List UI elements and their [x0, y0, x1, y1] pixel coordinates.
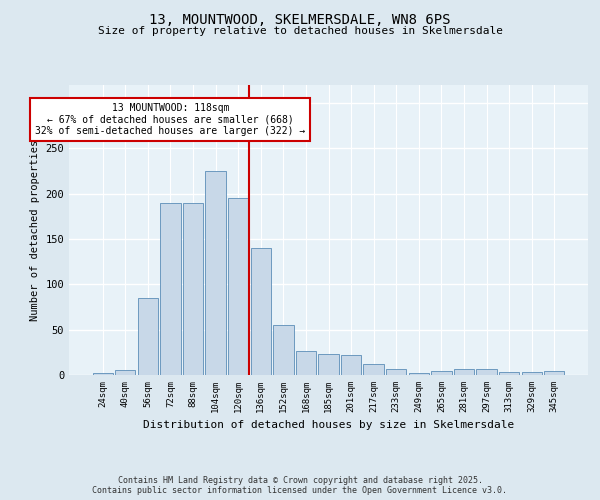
Bar	[92, 373, 113, 375]
Bar	[319, 354, 338, 375]
Bar	[431, 372, 452, 375]
Text: Contains HM Land Registry data © Crown copyright and database right 2025.
Contai: Contains HM Land Registry data © Crown c…	[92, 476, 508, 495]
Text: 13, MOUNTWOOD, SKELMERSDALE, WN8 6PS: 13, MOUNTWOOD, SKELMERSDALE, WN8 6PS	[149, 12, 451, 26]
Bar	[499, 372, 519, 375]
Bar	[228, 198, 248, 375]
Bar	[183, 203, 203, 375]
Bar	[521, 372, 542, 375]
Bar	[115, 370, 136, 375]
Bar	[476, 368, 497, 375]
Bar	[544, 372, 565, 375]
Bar	[409, 373, 429, 375]
Bar	[364, 364, 384, 375]
Bar	[454, 368, 474, 375]
Bar	[296, 350, 316, 375]
Bar	[251, 248, 271, 375]
Text: Size of property relative to detached houses in Skelmersdale: Size of property relative to detached ho…	[97, 26, 503, 36]
Bar	[341, 355, 361, 375]
Bar	[205, 171, 226, 375]
Y-axis label: Number of detached properties: Number of detached properties	[30, 140, 40, 320]
Bar	[386, 368, 406, 375]
Bar	[160, 203, 181, 375]
Bar	[138, 298, 158, 375]
Text: 13 MOUNTWOOD: 118sqm
← 67% of detached houses are smaller (668)
32% of semi-deta: 13 MOUNTWOOD: 118sqm ← 67% of detached h…	[35, 103, 305, 136]
Bar	[273, 325, 293, 375]
X-axis label: Distribution of detached houses by size in Skelmersdale: Distribution of detached houses by size …	[143, 420, 514, 430]
